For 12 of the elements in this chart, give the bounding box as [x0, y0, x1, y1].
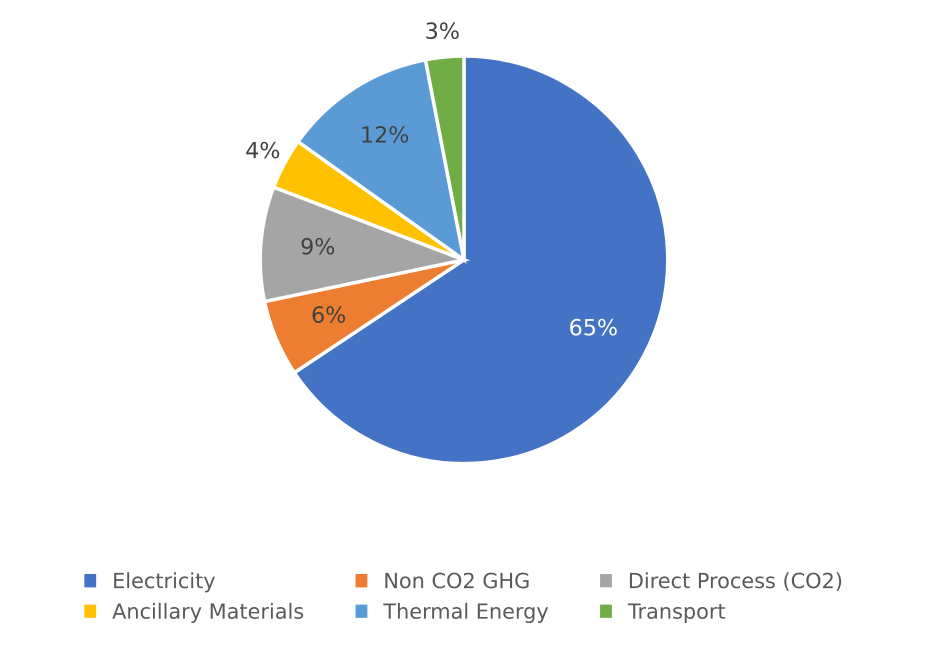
data-label: 4%: [246, 142, 280, 158]
data-label: 65%: [570, 318, 617, 336]
data-label: 12%: [362, 126, 408, 143]
legend-label: Non CO2 GHG: [385, 572, 529, 588]
legend-label: Thermal Energy: [383, 602, 548, 623]
legend-label: Transport: [628, 603, 726, 623]
data-label: 9%: [302, 238, 334, 255]
data-label: 6%: [312, 306, 346, 323]
legend-label: Electricity: [114, 572, 215, 592]
data-label: 3%: [426, 22, 459, 40]
legend-label: Direct Process (CO2): [630, 572, 842, 591]
legend-label: Ancillary Materials: [112, 602, 304, 623]
